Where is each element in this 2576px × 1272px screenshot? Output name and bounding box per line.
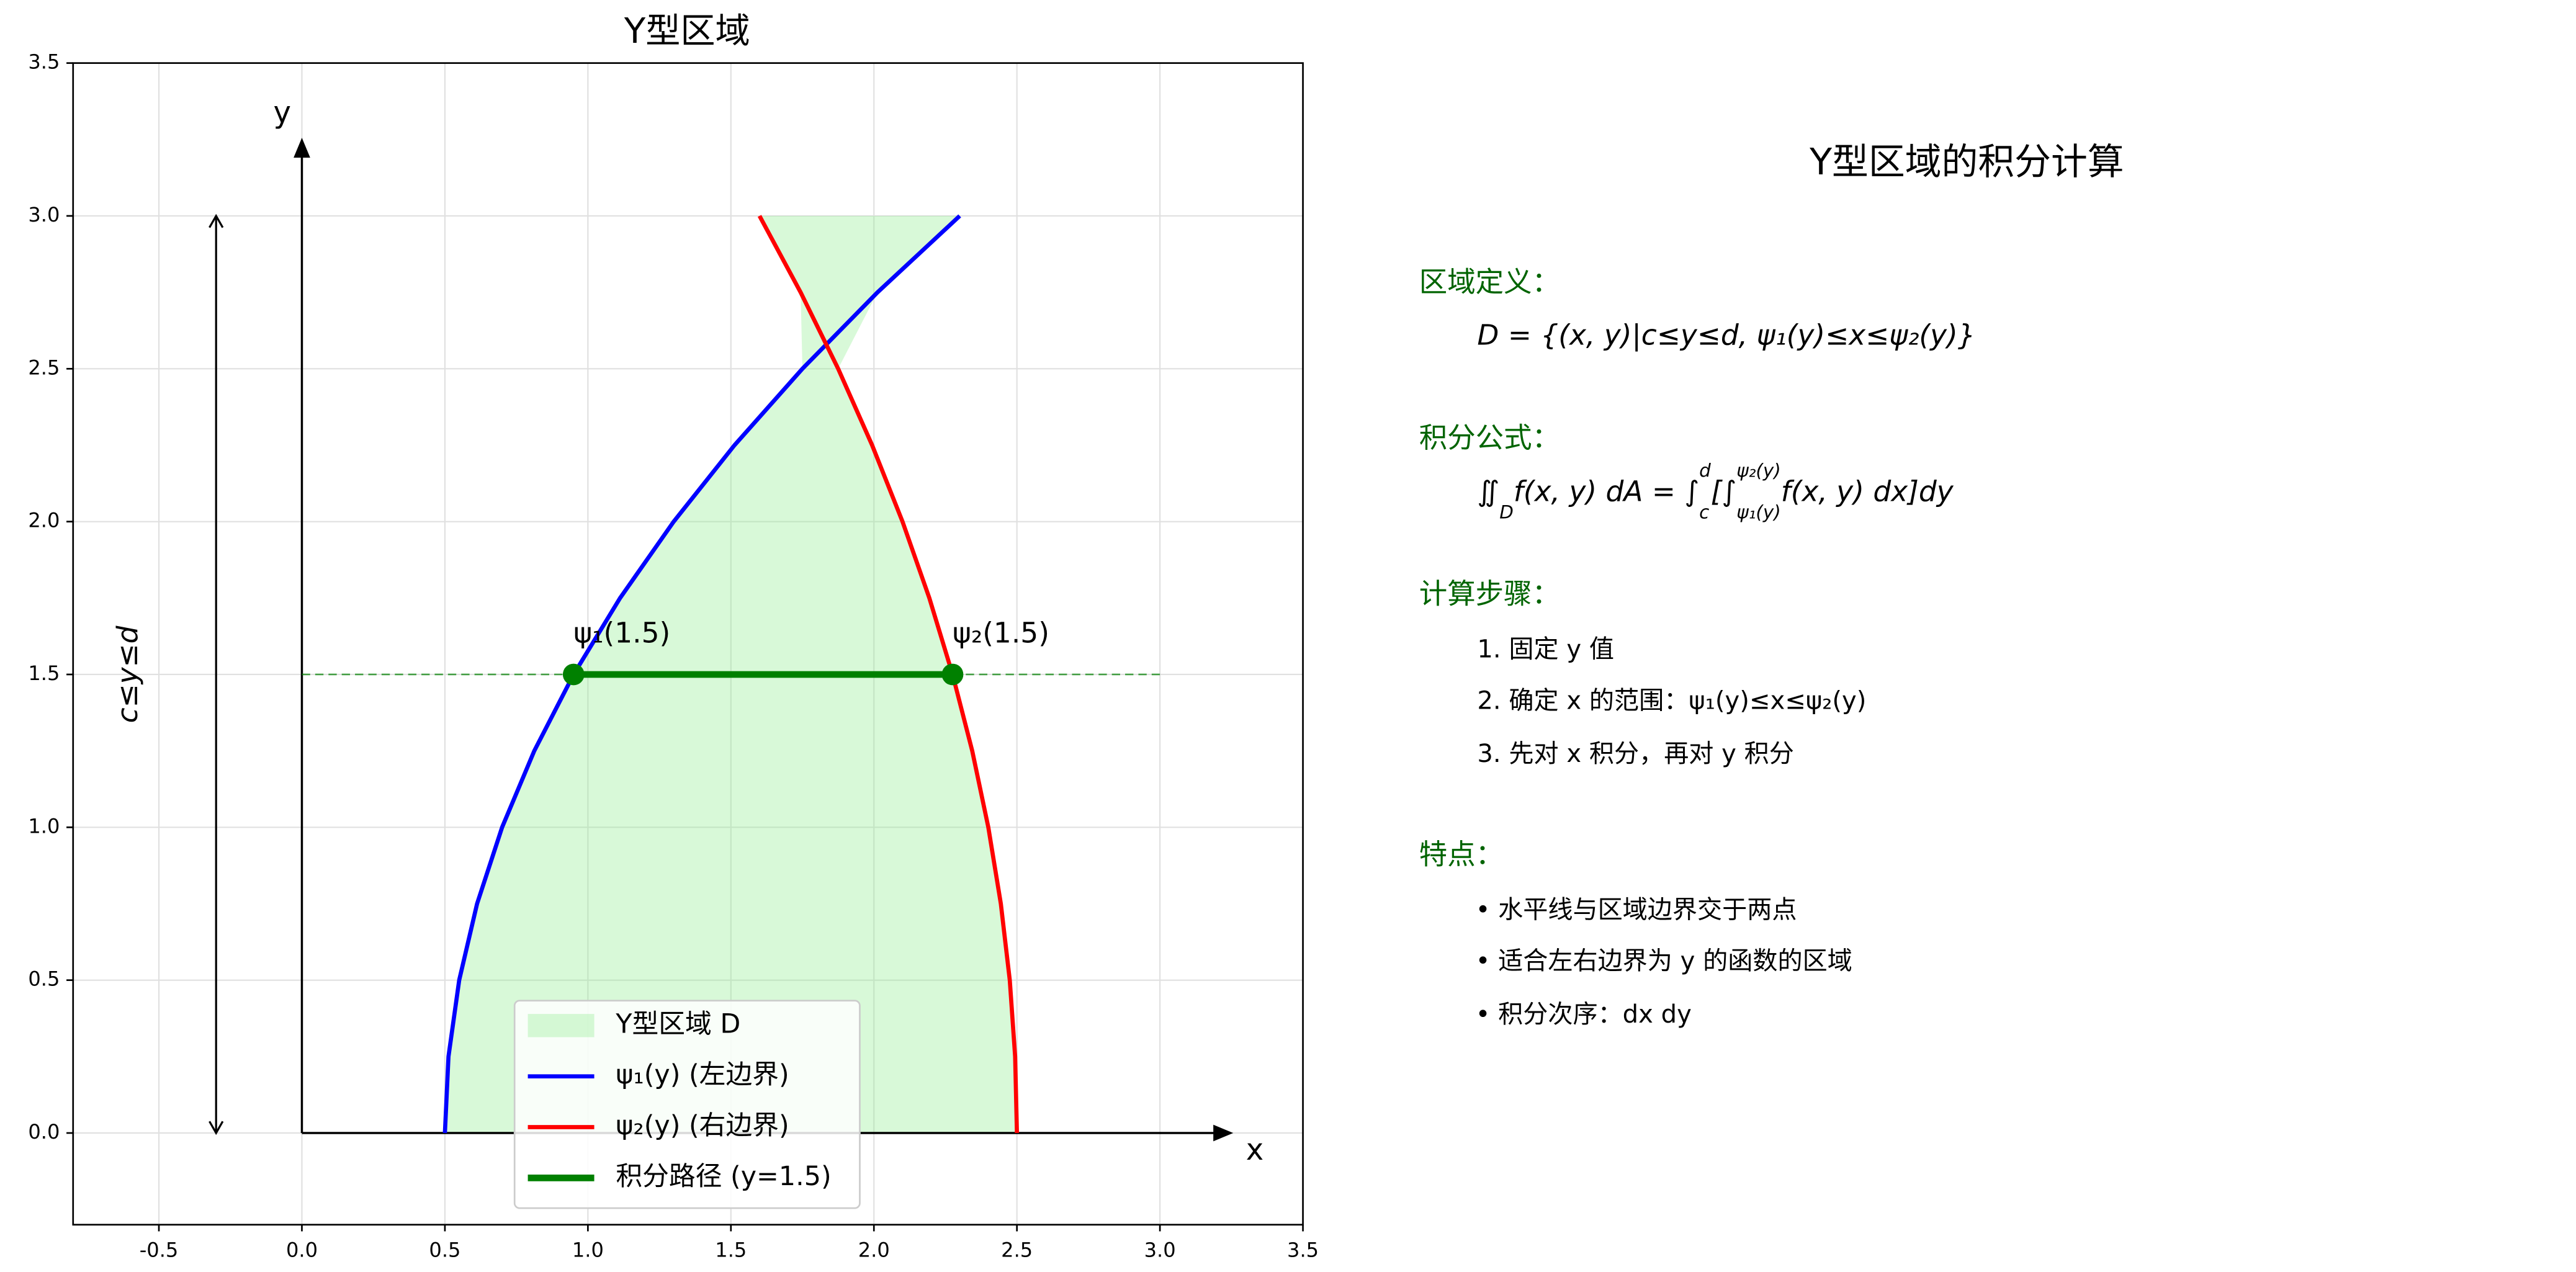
path-endpoint: [562, 663, 585, 686]
x-tick-label: 3.5: [1287, 1238, 1319, 1262]
x-tick-label: 3.0: [1144, 1238, 1176, 1262]
y-arrow-head: [294, 137, 310, 158]
feature: • 适合左右边界为 y 的函数的区域: [1476, 947, 1852, 975]
formula-sup: d: [1699, 460, 1711, 481]
formula-part: [∫: [1711, 475, 1736, 508]
plot: -0.5 0.0 0.5 1.0 1.5 2.0 2.5 3.0 3.5 0.0 0.5 1.0 1.5…: [28, 50, 1319, 1262]
legend-swatch: [527, 1014, 595, 1037]
y-tick-label: 1.0: [28, 814, 60, 838]
formula-part: f(x, y) dx]dy: [1781, 475, 1954, 508]
definition: D = {(x, y)|c≤y≤d, ψ₁(y)≤x≤ψ₂(y)}: [1477, 318, 1975, 352]
x-tick-label: 2.0: [858, 1238, 890, 1262]
formula-heading: 积分公式：: [1419, 421, 1560, 454]
y-tick-label: 2.5: [28, 356, 60, 379]
definition-heading: 区域定义：: [1419, 266, 1560, 298]
range-arrow-head: [209, 213, 224, 1135]
y-axis-label: y: [274, 96, 291, 130]
y-tick-label: 3.0: [28, 203, 60, 226]
y-tick-label: 1.5: [28, 661, 60, 685]
chart-title: Y型区域: [624, 11, 750, 52]
step: 1. 固定 y 值: [1477, 635, 1614, 663]
formula-part: f(x, y) dA = ∫: [1514, 475, 1699, 508]
x-arrow-head: [1213, 1124, 1234, 1142]
features-heading: 特点：: [1419, 838, 1504, 871]
formula-sub: ψ₁(y): [1736, 501, 1781, 522]
x-axis-label: x: [1246, 1132, 1263, 1167]
step: 2. 确定 x 的范围：ψ₁(y)≤x≤ψ₂(y): [1477, 686, 1866, 715]
formula-part: ∬: [1477, 475, 1499, 508]
y-tick-label: 0.0: [28, 1120, 60, 1144]
plot-frame: [72, 62, 1304, 1226]
panel-title: Y型区域的积分计算: [1809, 140, 2124, 183]
step: 3. 先对 x 积分，再对 y 积分: [1477, 740, 1793, 768]
formula-sub: c: [1699, 501, 1709, 522]
legend-label: ψ₂(y) (右边界): [616, 1110, 789, 1141]
legend-label: Y型区域 D: [615, 1008, 740, 1039]
x-tick-label: 1.0: [572, 1238, 604, 1262]
x-tick-label: -0.5: [140, 1238, 179, 1262]
legend-label: ψ₁(y) (左边界): [616, 1059, 789, 1090]
y-tick-label: 2.0: [28, 509, 60, 532]
path-endpoint: [941, 663, 964, 686]
x-tick-label: 1.5: [715, 1238, 747, 1262]
range-label: c≤y≤d: [111, 625, 144, 723]
x-tick-label: 2.5: [1001, 1238, 1033, 1262]
legend-label: 积分路径 (y=1.5): [616, 1161, 831, 1192]
y-tick-label: 3.5: [28, 50, 60, 74]
feature: • 积分次序：dx dy: [1476, 1000, 1692, 1029]
feature: • 水平线与区域边界交于两点: [1476, 895, 1797, 924]
x-tick-label: 0.5: [429, 1238, 460, 1262]
legend-box: [513, 1000, 861, 1209]
formula-sup: ψ₂(y): [1736, 460, 1781, 481]
steps-heading: 计算步骤：: [1419, 578, 1560, 611]
y-tick-label: 0.5: [28, 967, 60, 991]
formula: ∬Df(x, y) dA = ∫cd[∫ψ₁(y) ψ₂(y)f(x, y) dx…: [1477, 460, 1954, 522]
point-label: ψ₂(1.5): [953, 616, 1049, 649]
point-label: ψ₁(1.5): [573, 616, 670, 649]
x-tick-label: 0.0: [286, 1238, 318, 1262]
formula-sub: D: [1499, 501, 1514, 522]
